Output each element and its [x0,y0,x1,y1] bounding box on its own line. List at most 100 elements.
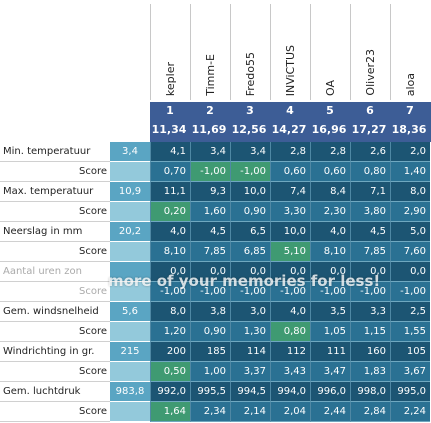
total: 14,27 [271,123,307,136]
row-label: Score [0,202,110,222]
value-cell: 3,43 [270,362,310,382]
ref-cell [110,322,150,342]
player-name-text: Oliver23 [364,49,377,96]
value-cell: -1,00 [350,282,390,302]
player-name: INViCTUS [270,4,310,100]
rank: 5 [326,104,334,117]
value-cell: 114 [230,342,270,362]
value-cell: 3,0 [230,302,270,322]
value-cell: 992,0 [150,382,190,402]
rank: 3 [246,104,254,117]
value-cell: 996,0 [310,382,350,402]
row-label: Min. temperatuur [0,142,110,162]
value-cell: 5,0 [390,222,430,242]
value-cell: 0,80 [270,322,310,342]
value-cell: 0,70 [150,162,190,182]
rank: 2 [206,104,214,117]
total: 12,56 [231,123,267,136]
value-cell: 2,5 [390,302,430,322]
rank: 6 [366,104,374,117]
value-cell: 0,0 [390,262,430,282]
row-label: Score [0,402,110,422]
value-cell: 1,40 [390,162,430,182]
value-cell: -1,00 [270,282,310,302]
value-cell: 1,00 [190,362,230,382]
rank: 7 [406,104,414,117]
player-name-text: OA [324,80,337,96]
header-band [150,102,431,142]
row-label: Max. temperatuur [0,182,110,202]
value-cell: 1,60 [190,202,230,222]
ref-cell [110,262,150,282]
value-cell: 185 [190,342,230,362]
value-cell: 8,0 [390,182,430,202]
value-cell: 2,24 [390,402,430,422]
player-name-text: kepler [164,61,177,96]
value-cell: 3,30 [270,202,310,222]
value-cell: 10,0 [230,182,270,202]
value-cell: 200 [150,342,190,362]
player-name: Fredo55 [230,4,270,100]
value-cell: 4,5 [190,222,230,242]
value-cell: 994,5 [230,382,270,402]
value-cell: 6,5 [230,222,270,242]
row-label: Aantal uren zon [0,262,110,282]
ref-cell [110,202,150,222]
value-cell: 9,3 [190,182,230,202]
value-cell: 3,37 [230,362,270,382]
player-name: OA [310,4,350,100]
player-name: kepler [150,4,190,100]
value-cell: 7,60 [390,242,430,262]
value-cell: 0,0 [310,262,350,282]
ref-cell: 10,9 [110,182,150,202]
value-cell: 7,85 [190,242,230,262]
value-cell: 995,5 [190,382,230,402]
value-cell: 1,83 [350,362,390,382]
value-cell: 0,0 [350,262,390,282]
value-cell: 2,8 [270,142,310,162]
value-cell: 2,14 [230,402,270,422]
value-cell: 2,44 [310,402,350,422]
value-cell: 1,30 [230,322,270,342]
value-cell: 3,5 [310,302,350,322]
value-cell: 7,1 [350,182,390,202]
value-cell: 0,90 [230,202,270,222]
value-cell: 0,0 [270,262,310,282]
player-name: aloa [390,4,430,100]
value-cell: 105 [390,342,430,362]
value-cell: 0,0 [150,262,190,282]
value-cell: 3,80 [350,202,390,222]
value-cell: 1,55 [390,322,430,342]
player-name-text: INViCTUS [284,44,297,96]
value-cell: 3,4 [190,142,230,162]
row-label: Neerslag in mm [0,222,110,242]
value-cell: 2,30 [310,202,350,222]
value-cell: 0,60 [310,162,350,182]
value-cell: 2,0 [390,142,430,162]
ref-cell: 20,2 [110,222,150,242]
value-cell: 4,0 [150,222,190,242]
total: 18,36 [391,123,427,136]
value-cell: 3,47 [310,362,350,382]
ref-cell: 5,6 [110,302,150,322]
value-cell: 1,05 [310,322,350,342]
value-cell: 994,0 [270,382,310,402]
ref-cell [110,162,150,182]
value-cell: 0,90 [190,322,230,342]
player-name-text: Timm-E [204,54,217,96]
row-label: Gem. luchtdruk [0,382,110,402]
value-cell: 8,10 [150,242,190,262]
value-cell: -1,00 [190,162,230,182]
value-cell: 10,0 [270,222,310,242]
value-cell: 3,8 [190,302,230,322]
value-cell: -1,00 [310,282,350,302]
rank: 1 [166,104,174,117]
watermark: more of your memories for less! [108,272,381,290]
row-label: Score [0,322,110,342]
row-label: Score [0,362,110,382]
value-cell: 2,6 [350,142,390,162]
row-label: Score [0,162,110,182]
value-cell: 3,4 [230,142,270,162]
value-cell: 2,84 [350,402,390,422]
value-cell: 0,50 [150,362,190,382]
